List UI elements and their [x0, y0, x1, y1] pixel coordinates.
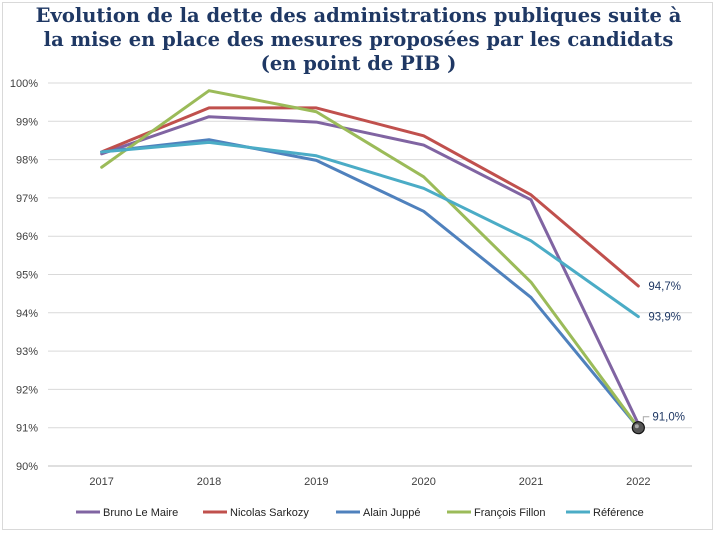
x-tick-label: 2021	[519, 476, 543, 488]
y-tick-label: 98%	[16, 155, 38, 167]
legend-label: Alain Juppé	[363, 507, 421, 519]
legend-item-bruno-le-maire: Bruno Le Maire	[76, 507, 178, 519]
y-tick-label: 90%	[16, 461, 38, 473]
legend-item-nicolas-sarkozy: Nicolas Sarkozy	[203, 507, 309, 519]
data-label-reference: 93,9%	[648, 312, 681, 324]
chart-title-line-2: la mise en place des mesures proposées p…	[43, 28, 674, 51]
y-tick-label: 100%	[10, 78, 38, 90]
y-tick-label: 99%	[16, 116, 38, 128]
series-line-reference	[100, 140, 640, 319]
series-line-nicolas-sarkozy	[100, 106, 640, 288]
legend-item-reference: Référence	[566, 507, 644, 519]
legend-item-francois-fillon: François Fillon	[447, 507, 546, 519]
x-tick-label: 2018	[197, 476, 221, 488]
series-line-alain-juppe	[100, 138, 640, 430]
legend-label: François Fillon	[474, 507, 546, 519]
series-line-francois-fillon	[100, 89, 640, 430]
legend-item-alain-juppe: Alain Juppé	[336, 507, 421, 519]
y-tick-label: 97%	[16, 193, 38, 205]
chart-title-line-3: (en point de PIB )	[260, 52, 457, 75]
y-tick-label: 93%	[16, 346, 38, 358]
data-label-nicolas-sarkozy: 94,7%	[648, 281, 681, 293]
x-tick-label: 2017	[89, 476, 113, 488]
data-label-leader	[642, 416, 650, 422]
legend-label: Nicolas Sarkozy	[230, 507, 309, 519]
x-tick-label: 2019	[304, 476, 328, 488]
legend-label: Référence	[593, 507, 644, 519]
y-tick-label: 96%	[16, 231, 38, 243]
data-point-marker	[631, 421, 645, 435]
y-tick-label: 94%	[16, 308, 38, 320]
data-label-alain-juppe: 91,0%	[652, 412, 685, 424]
chart-title-line-1: Evolution de la dette des administration…	[35, 4, 682, 27]
series-line-bruno-le-maire	[100, 115, 640, 426]
x-tick-label: 2022	[626, 476, 650, 488]
y-tick-label: 91%	[16, 423, 38, 435]
legend-label: Bruno Le Maire	[103, 507, 178, 519]
y-tick-label: 92%	[16, 384, 38, 396]
y-tick-label: 95%	[16, 270, 38, 282]
x-tick-label: 2020	[411, 476, 435, 488]
data-point-marker-highlight	[634, 424, 639, 429]
